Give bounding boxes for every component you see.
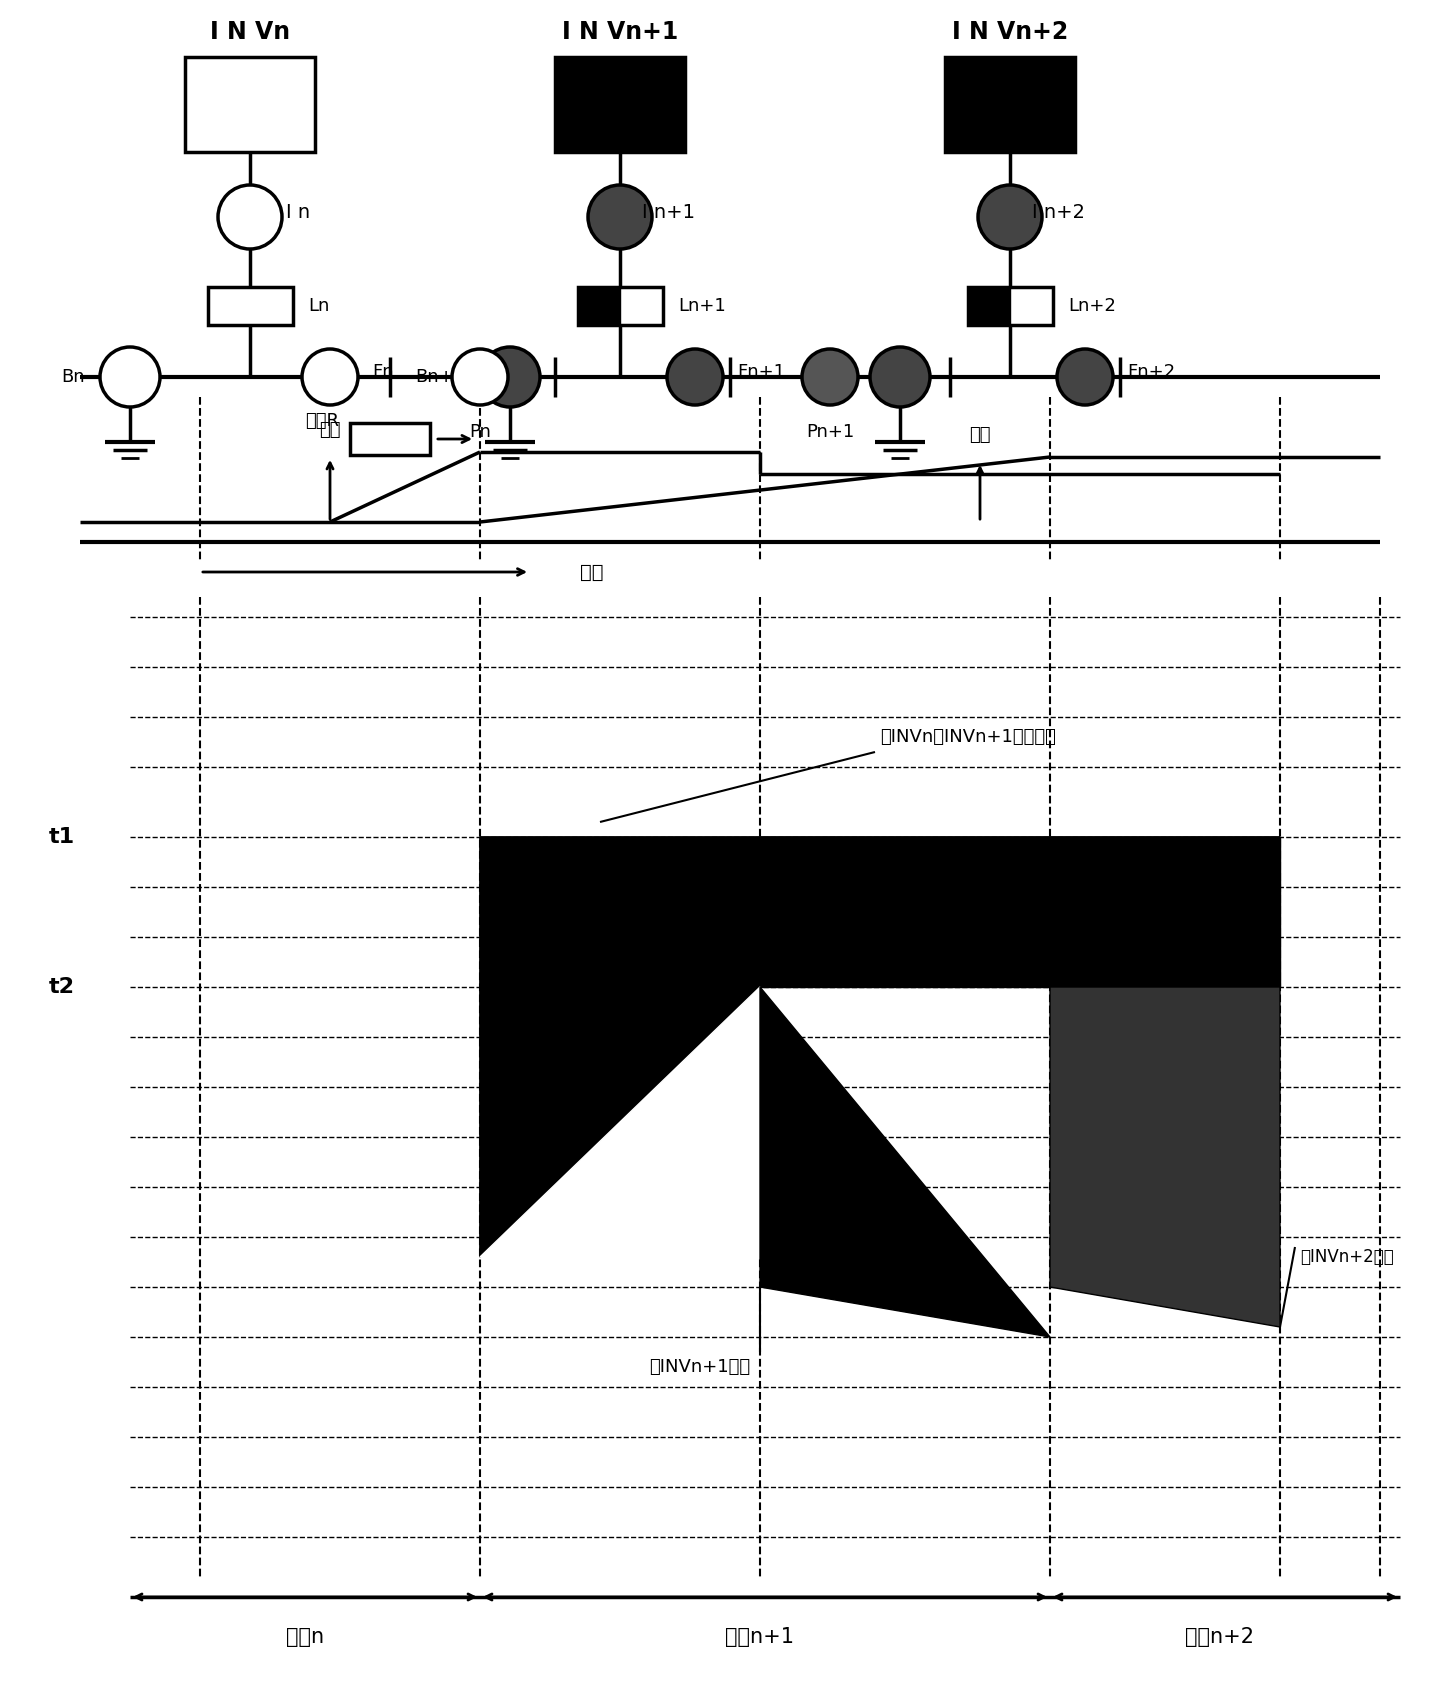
Circle shape (979, 184, 1042, 249)
Text: Bn: Bn (62, 369, 85, 386)
Polygon shape (481, 836, 1281, 1256)
Text: Fn+2: Fn+2 (1127, 364, 1176, 381)
Text: t1: t1 (49, 826, 75, 847)
Text: Pn: Pn (469, 423, 491, 440)
Text: 电流: 电流 (319, 422, 341, 439)
Polygon shape (481, 836, 1281, 1256)
Text: t2: t2 (49, 976, 75, 997)
Text: 区间n+2: 区间n+2 (1186, 1627, 1255, 1647)
Text: Ln+2: Ln+2 (1068, 297, 1115, 316)
Text: 位置: 位置 (580, 563, 603, 582)
Circle shape (302, 348, 358, 405)
Text: Fn: Fn (373, 364, 394, 381)
Bar (209, 287, 294, 324)
Text: Pn+1: Pn+1 (806, 423, 855, 440)
Bar (555, 56, 685, 152)
Polygon shape (760, 987, 1050, 1337)
Text: Fn+1: Fn+1 (737, 364, 786, 381)
Text: 用INVn和INVn+1并联馈电: 用INVn和INVn+1并联馈电 (881, 727, 1056, 746)
Text: 用INVn+2馈电: 用INVn+2馈电 (1299, 1248, 1394, 1267)
Text: I N Vn+1: I N Vn+1 (561, 20, 678, 44)
Circle shape (481, 347, 540, 406)
Bar (578, 287, 620, 324)
Circle shape (99, 347, 160, 406)
Text: Bn+2: Bn+2 (804, 369, 855, 386)
Bar (578, 287, 663, 324)
Bar (945, 56, 1075, 152)
Text: I n+2: I n+2 (1032, 203, 1085, 222)
Circle shape (217, 184, 282, 249)
Polygon shape (760, 836, 1281, 987)
Circle shape (668, 348, 722, 405)
Text: Ln+1: Ln+1 (678, 297, 725, 316)
Text: I n: I n (286, 203, 309, 222)
Text: 区间n+1: 区间n+1 (725, 1627, 794, 1647)
Bar (968, 287, 1010, 324)
Text: 用INVn+1馈电: 用INVn+1馈电 (649, 1359, 751, 1376)
Text: 速度: 速度 (970, 427, 990, 444)
Circle shape (1058, 348, 1112, 405)
Text: I N Vn+2: I N Vn+2 (951, 20, 1068, 44)
Circle shape (871, 347, 930, 406)
Text: I n+1: I n+1 (642, 203, 695, 222)
Polygon shape (1050, 987, 1281, 1326)
Text: I N Vn: I N Vn (210, 20, 291, 44)
Text: Bn+1: Bn+1 (414, 369, 465, 386)
Circle shape (452, 348, 508, 405)
Bar (968, 287, 1053, 324)
Polygon shape (481, 987, 760, 1256)
Circle shape (802, 348, 858, 405)
Bar (186, 56, 315, 152)
Text: Ln: Ln (308, 297, 330, 316)
Bar (350, 423, 430, 456)
Text: 区间n: 区间n (286, 1627, 324, 1647)
Circle shape (589, 184, 652, 249)
Text: 车辆R: 车辆R (305, 411, 340, 430)
